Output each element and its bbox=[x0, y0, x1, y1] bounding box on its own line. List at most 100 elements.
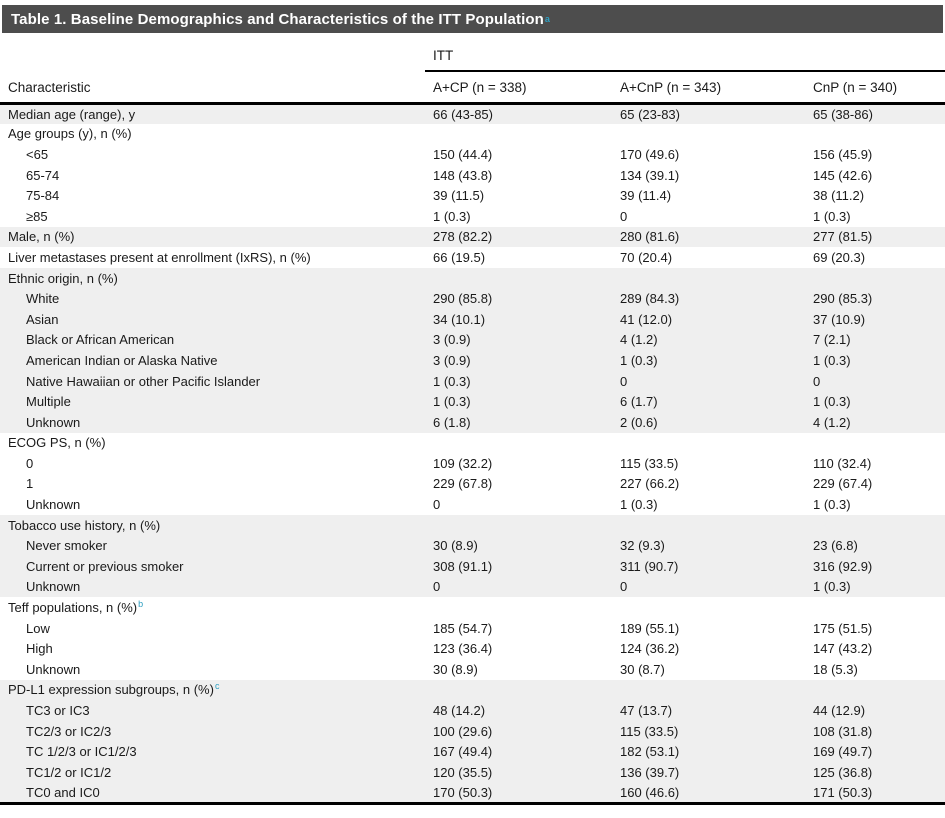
row-label: PD-L1 expression subgroups, n (%)c bbox=[0, 679, 425, 701]
cell-value: 123 (36.4) bbox=[433, 641, 493, 657]
table-row: TC3 or IC3 48 (14.2) 47 (13.7) 44 (12.9) bbox=[0, 700, 945, 721]
cell-value: 229 (67.8) bbox=[433, 476, 493, 492]
table-row: <65 150 (44.4) 170 (49.6) 156 (45.9) bbox=[0, 144, 945, 165]
row-label: <65 bbox=[26, 146, 49, 162]
cell-value bbox=[805, 124, 945, 145]
table-row: White 290 (85.8) 289 (84.3) 290 (85.3) bbox=[0, 288, 945, 309]
row-label: Tobacco use history, n (%) bbox=[0, 514, 425, 536]
cell-value: 6 (1.7) bbox=[612, 391, 805, 412]
table-row: American Indian or Alaska Native 3 (0.9) 1… bbox=[0, 350, 945, 371]
cell-value bbox=[612, 267, 805, 289]
row-label: Native Hawaiian or other Pacific Islande… bbox=[0, 370, 425, 392]
cell-value: 308 (91.1) bbox=[425, 556, 612, 577]
cell-value: 39 (11.5) bbox=[433, 188, 485, 204]
cell-value: 125 (36.8) bbox=[805, 762, 945, 783]
cell-value: 32 (9.3) bbox=[612, 535, 805, 557]
cell-value: 30 (8.7) bbox=[620, 661, 665, 677]
cell-value: 37 (10.9) bbox=[805, 308, 945, 330]
row-label: American Indian or Alaska Native bbox=[0, 350, 425, 371]
cell-value: 182 (53.1) bbox=[612, 741, 805, 762]
cell-value: 156 (45.9) bbox=[813, 146, 873, 162]
cell-value: 229 (67.4) bbox=[813, 476, 873, 492]
row-label: Black or African American bbox=[0, 329, 425, 351]
cell-value: 4 (1.2) bbox=[612, 329, 805, 351]
row-label: Never smoker bbox=[0, 535, 425, 557]
cell-value: 148 (43.8) bbox=[433, 167, 493, 183]
table-row: TC2/3 or IC2/3 100 (29.6) 115 (33.5) 108 (3… bbox=[0, 720, 945, 742]
table-row: Unknown 0 0 1 (0.3) bbox=[0, 576, 945, 598]
row-label: TC0 and IC0 bbox=[0, 782, 425, 805]
row-label: High bbox=[26, 641, 53, 657]
row-label: Unknown bbox=[26, 661, 81, 677]
cell-value: 115 (33.5) bbox=[612, 720, 805, 742]
cell-value bbox=[612, 597, 805, 618]
cell-value: 0 bbox=[612, 576, 805, 598]
row-label: Low bbox=[26, 620, 50, 636]
cell-value: 3 (0.9) bbox=[425, 350, 612, 371]
cell-value: 41 (12.0) bbox=[612, 308, 805, 330]
itt-group-header: ITT bbox=[425, 33, 945, 72]
table-row: Ethnic origin, n (%) bbox=[0, 267, 945, 289]
cell-value: 7 (2.1) bbox=[805, 329, 945, 351]
row-label: TC3 or IC3 bbox=[0, 700, 425, 721]
row-label: Unknown bbox=[26, 497, 81, 513]
table-row: Age groups (y), n (%) bbox=[0, 124, 945, 145]
row-label: TC 1/2/3 or IC1/2/3 bbox=[0, 741, 425, 762]
cell-value bbox=[425, 514, 612, 536]
cell-value: 69 (20.3) bbox=[813, 249, 866, 265]
table-row: Asian 34 (10.1) 41 (12.0) 37 (10.9) bbox=[0, 308, 945, 330]
table-row: Tobacco use history, n (%) bbox=[0, 514, 945, 536]
cell-value: 171 (50.3) bbox=[805, 782, 945, 805]
cell-value bbox=[425, 433, 612, 454]
cell-value: 1 (0.3) bbox=[433, 208, 471, 224]
cell-value: 290 (85.3) bbox=[805, 288, 945, 309]
cell-value: 48 (14.2) bbox=[425, 700, 612, 721]
cell-value bbox=[612, 124, 805, 145]
table-row: 75-84 39 (11.5) 39 (11.4) 38 (11.2) bbox=[0, 185, 945, 206]
cell-value: 30 (8.9) bbox=[425, 535, 612, 557]
cell-value bbox=[425, 679, 612, 701]
cell-value bbox=[425, 597, 612, 618]
table-row: Male, n (%) 278 (82.2) 280 (81.6) 277 (81.5… bbox=[0, 226, 945, 248]
cell-value: 39 (11.4) bbox=[620, 188, 672, 204]
cell-value: 110 (32.4) bbox=[813, 455, 872, 471]
cell-value: 4 (1.2) bbox=[805, 411, 945, 433]
cell-value: 1 (0.3) bbox=[805, 350, 945, 371]
table-row: TC0 and IC0 170 (50.3) 160 (46.6) 171 (50.3… bbox=[0, 782, 945, 805]
row-label: Age groups (y), n (%) bbox=[8, 126, 132, 142]
column-header-row: Characteristic A+CP (n = 338) A+CnP (n =… bbox=[0, 71, 945, 105]
cell-value bbox=[805, 679, 945, 701]
table-row: Liver metastases present at enrollment (… bbox=[0, 247, 945, 268]
cell-value: 34 (10.1) bbox=[425, 308, 612, 330]
table-title-bar: Table 1. Baseline Demographics and Chara… bbox=[2, 5, 943, 33]
paper-table-page: Table 1. Baseline Demographics and Chara… bbox=[0, 5, 945, 818]
cell-value: 120 (35.5) bbox=[425, 762, 612, 783]
cell-value: 109 (32.2) bbox=[433, 455, 493, 471]
table-row: Multiple 1 (0.3) 6 (1.7) 1 (0.3) bbox=[0, 391, 945, 412]
table-row: Unknown 30 (8.9) 30 (8.7) 18 (5.3) bbox=[0, 659, 945, 680]
cell-value: 1 (0.3) bbox=[612, 350, 805, 371]
cell-value: 66 (19.5) bbox=[433, 249, 486, 265]
cell-value: 169 (49.7) bbox=[805, 741, 945, 762]
row-label: Multiple bbox=[0, 391, 425, 412]
table-row: 0 109 (32.2) 115 (33.5) 110 (32.4) bbox=[0, 453, 945, 474]
cell-value: 145 (42.6) bbox=[813, 167, 873, 183]
cell-value: 0 bbox=[425, 576, 612, 598]
cell-value: 1 (0.3) bbox=[813, 497, 851, 513]
cell-value: 100 (29.6) bbox=[425, 720, 612, 742]
cell-value: 311 (90.7) bbox=[612, 556, 805, 577]
column-header-characteristic: Characteristic bbox=[0, 71, 425, 105]
cell-value bbox=[612, 514, 805, 536]
cell-value: 278 (82.2) bbox=[425, 226, 612, 248]
table-row: 1 229 (67.8) 227 (66.2) 229 (67.4) bbox=[0, 474, 945, 495]
cell-value: 134 (39.1) bbox=[620, 167, 680, 183]
footnote-marker: c bbox=[214, 681, 220, 692]
table-row: Unknown 6 (1.8) 2 (0.6) 4 (1.2) bbox=[0, 411, 945, 433]
cell-value: 185 (54.7) bbox=[433, 620, 493, 636]
cell-value: 0 bbox=[433, 497, 441, 513]
cell-value: 227 (66.2) bbox=[620, 476, 680, 492]
row-label: 1 bbox=[26, 476, 34, 492]
cell-value: 23 (6.8) bbox=[805, 535, 945, 557]
cell-value: 70 (20.4) bbox=[620, 249, 673, 265]
table-row: Never smoker 30 (8.9) 32 (9.3) 23 (6.8) bbox=[0, 535, 945, 557]
